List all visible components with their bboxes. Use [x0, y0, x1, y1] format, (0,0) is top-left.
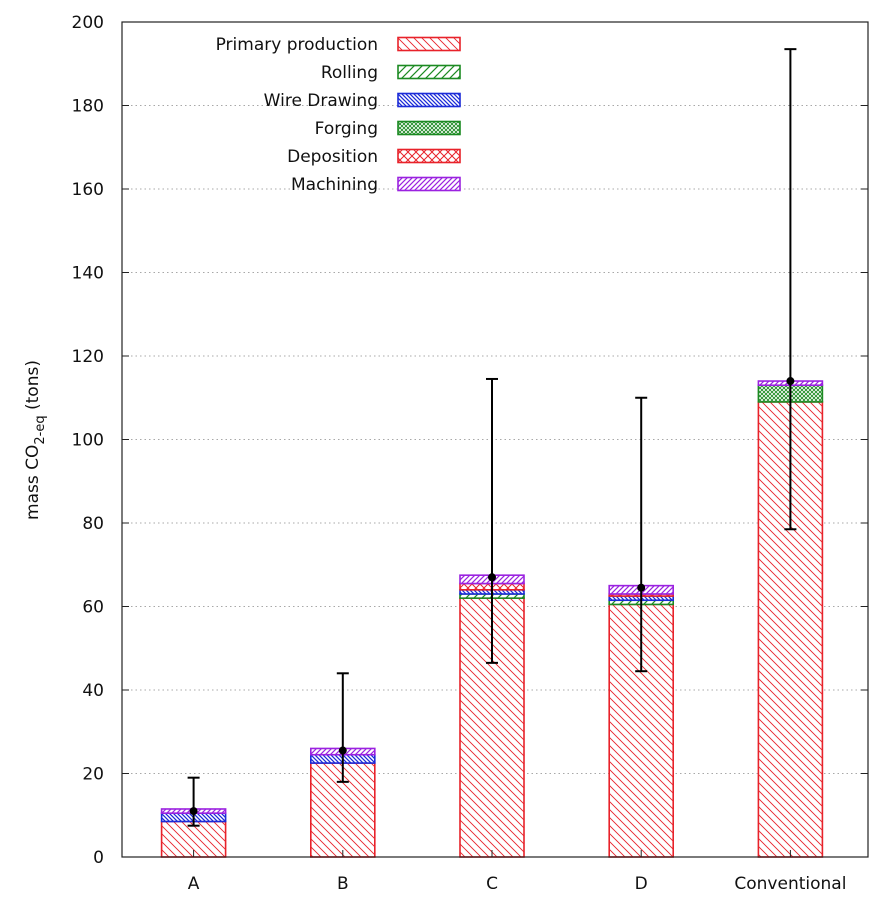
legend-swatch	[397, 36, 461, 52]
legend-swatch	[397, 120, 461, 136]
legend-swatch	[397, 64, 461, 80]
y-axis-ticks: 0 20 40 60 80 100 120 140 160 180 200	[72, 13, 868, 868]
legend-label: Deposition	[287, 147, 378, 167]
error-bar	[637, 583, 646, 592]
error-bar	[786, 377, 795, 386]
x-tick-label: A	[188, 874, 200, 894]
legend-swatch	[397, 92, 461, 108]
y-tick-label: 40	[82, 681, 104, 701]
y-tick-label: 20	[82, 765, 104, 785]
x-tick-label: B	[337, 874, 349, 894]
error-bar	[338, 746, 347, 755]
legend-label: Wire Drawing	[264, 91, 378, 111]
x-tick-label: C	[486, 874, 498, 894]
y-tick-label: 200	[72, 13, 104, 33]
y-tick-label: 140	[72, 264, 104, 284]
grid-lines	[122, 105, 868, 774]
x-tick-label: D	[635, 874, 648, 894]
y-tick-label: 0	[93, 848, 104, 868]
legend-label: Primary production	[216, 35, 378, 55]
legend-label: Machining	[291, 175, 378, 195]
error-bar	[488, 573, 496, 582]
y-axis-title-prefix: mass CO	[23, 445, 43, 520]
y-axis-title-subscript: 2-eq	[33, 415, 48, 444]
y-tick-label: 120	[72, 347, 104, 367]
y-axis-title-suffix: (tons)	[23, 360, 43, 415]
y-tick-label: 80	[82, 514, 104, 534]
legend-label: Forging	[315, 119, 378, 139]
legend-label: Rolling	[321, 63, 378, 83]
legend-swatch	[397, 148, 461, 164]
error-bar	[189, 807, 198, 816]
x-axis-ticks: A B C D Conventional	[188, 850, 846, 894]
y-axis-title: mass CO2-eq (tons)	[23, 360, 48, 520]
x-tick-label: Conventional	[734, 874, 846, 894]
y-tick-label: 100	[72, 431, 104, 451]
y-tick-label: 60	[82, 598, 104, 618]
legend: Primary production Rolling Wire Drawing For…	[216, 35, 461, 195]
y-tick-label: 180	[72, 97, 104, 117]
legend-swatch	[397, 176, 461, 192]
y-tick-label: 160	[72, 180, 104, 200]
error-bars	[187, 48, 797, 827]
